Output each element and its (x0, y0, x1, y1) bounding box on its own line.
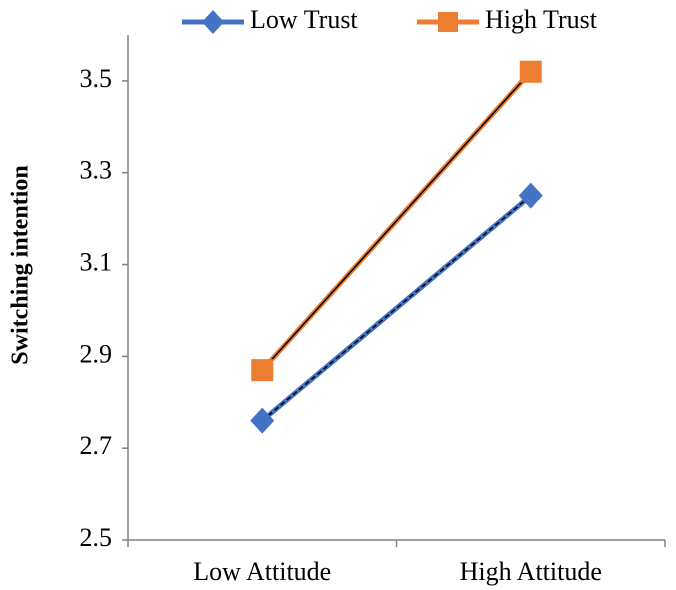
marker (438, 12, 458, 32)
marker (518, 182, 543, 209)
y-tick-label: 3.3 (80, 156, 113, 185)
y-tick-label: 3.1 (80, 248, 113, 277)
legend-label: High Trust (485, 5, 598, 34)
marker (202, 10, 224, 34)
y-axis-label: Switching intention (8, 165, 34, 364)
legend-label: Low Trust (250, 5, 358, 34)
trend-line (261, 195, 532, 422)
x-tick-label: Low Attitude (193, 557, 331, 586)
x-tick-label: High Attitude (460, 557, 602, 586)
y-tick-label: 2.9 (80, 339, 113, 368)
y-tick-label: 3.5 (80, 64, 113, 93)
marker (251, 359, 274, 382)
trend-line (261, 71, 532, 371)
marker (250, 407, 275, 434)
y-tick-label: 2.5 (80, 523, 113, 552)
y-tick-label: 2.7 (80, 431, 113, 460)
marker (519, 60, 542, 83)
